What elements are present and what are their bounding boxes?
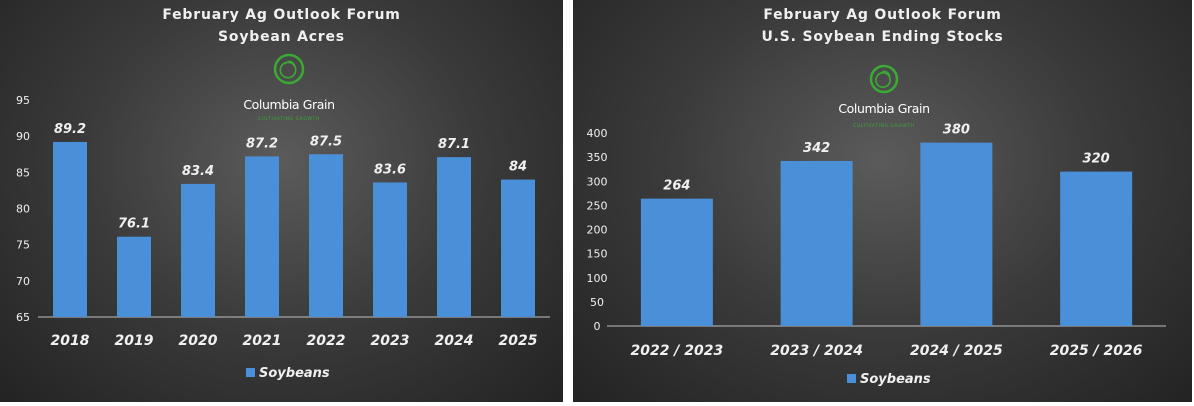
- data-label: 342: [803, 141, 830, 156]
- bar-2021: [245, 156, 279, 317]
- bar-20232024: [780, 160, 853, 326]
- x-category-label: 2025 / 2026: [1050, 343, 1143, 359]
- logo-inner-ring-icon: [875, 72, 891, 88]
- soybean-ending-stocks-chart: February Ag Outlook Forum U.S. Soybean En…: [587, 7, 1166, 387]
- chart-panel-ending-stocks: February Ag Outlook Forum U.S. Soybean En…: [573, 0, 1192, 402]
- y-tick-label: 400: [587, 127, 608, 140]
- y-tick-label: 75: [16, 239, 30, 252]
- x-category-label: 2022 / 2023: [630, 343, 723, 359]
- columbia-grain-logo: Columbia Grain CULTIVATING GROWTH: [243, 53, 335, 122]
- data-label: 89.2: [54, 122, 86, 137]
- bar-20242025: [920, 142, 993, 326]
- logo-leaf-icon: [879, 70, 891, 77]
- x-category-label: 2021: [243, 333, 282, 349]
- y-tick-label: 250: [587, 199, 608, 212]
- bar-2022: [309, 154, 343, 317]
- data-label: 83.6: [374, 162, 406, 177]
- data-label: 87.2: [246, 136, 278, 151]
- y-tick-label: 100: [587, 272, 608, 285]
- x-category-label: 2019: [115, 333, 154, 349]
- columbia-grain-logo-icon: [273, 53, 305, 85]
- bar-20252026: [1060, 171, 1133, 326]
- data-label: 84: [509, 160, 527, 175]
- x-category-label: 2024 / 2025: [910, 343, 1003, 359]
- chart-title: February Ag Outlook Forum: [162, 7, 400, 23]
- data-label: 87.5: [310, 134, 342, 149]
- x-category-label: 2025: [499, 333, 538, 349]
- chart-title: February Ag Outlook Forum: [763, 7, 1001, 23]
- logo-tagline: CULTIVATING GROWTH: [853, 123, 915, 129]
- y-tick-label: 200: [587, 224, 608, 237]
- legend-label: Soybeans: [259, 366, 330, 381]
- columbia-grain-logo-icon: [869, 64, 899, 94]
- y-tick-label: 95: [16, 94, 30, 107]
- logo-brand-name: Columbia Grain: [838, 101, 929, 116]
- logo-brand-name: Columbia Grain: [243, 97, 334, 112]
- x-category-label: 2020: [179, 333, 218, 349]
- data-label: 380: [943, 123, 970, 138]
- data-label: 76.1: [118, 217, 150, 232]
- data-label: 87.1: [438, 137, 470, 152]
- logo-tagline: CULTIVATING GROWTH: [258, 116, 320, 122]
- x-category-label: 2023 / 2024: [770, 343, 863, 359]
- y-tick-label: 50: [590, 296, 604, 309]
- data-label: 320: [1083, 152, 1110, 167]
- bar-20222023: [640, 198, 713, 326]
- bar-2019: [117, 236, 151, 317]
- data-label: 264: [663, 179, 690, 194]
- y-tick-label: 80: [16, 203, 30, 216]
- legend-swatch: [847, 374, 856, 383]
- y-tick-label: 150: [587, 248, 608, 261]
- data-label: 83.4: [182, 164, 214, 179]
- x-category-label: 2018: [51, 333, 90, 349]
- x-category-label: 2022: [307, 333, 346, 349]
- bar-2020: [181, 183, 215, 317]
- y-tick-label: 85: [16, 166, 30, 179]
- legend-swatch: [246, 368, 255, 377]
- y-tick-label: 70: [16, 275, 30, 288]
- bar-2025: [501, 179, 535, 317]
- x-category-label: 2024: [435, 333, 474, 349]
- x-category-label: 2023: [371, 333, 410, 349]
- y-tick-label: 65: [16, 311, 30, 324]
- bar-2023: [373, 182, 407, 317]
- chart-panel-soybean-acres: February Ag Outlook Forum Soybean Acres Co…: [0, 0, 563, 402]
- chart-subtitle: Soybean Acres: [218, 29, 345, 45]
- columbia-grain-logo: Columbia Grain CULTIVATING GROWTH: [838, 64, 930, 129]
- bar-2024: [437, 157, 471, 317]
- y-tick-label: 0: [594, 320, 601, 333]
- legend-label: Soybeans: [860, 372, 931, 387]
- chart-subtitle: U.S. Soybean Ending Stocks: [762, 29, 1004, 45]
- logo-leaf-icon: [284, 60, 296, 67]
- y-tick-label: 350: [587, 151, 608, 164]
- soybean-acres-chart: February Ag Outlook Forum Soybean Acres Co…: [16, 7, 550, 381]
- y-tick-label: 300: [587, 175, 608, 188]
- bar-2018: [53, 141, 87, 317]
- y-tick-label: 90: [16, 130, 30, 143]
